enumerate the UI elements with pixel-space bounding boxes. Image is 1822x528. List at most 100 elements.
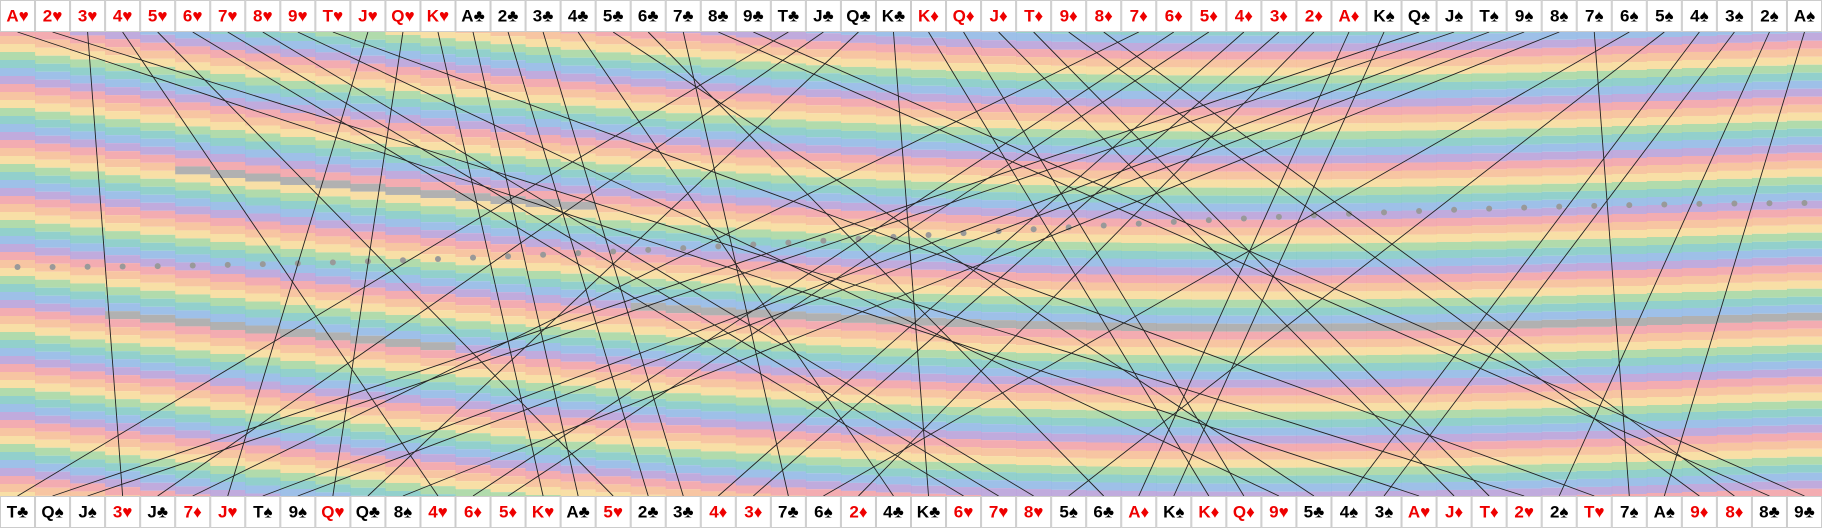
stripe [140, 306, 176, 315]
stripe [1366, 58, 1403, 67]
stripe [595, 196, 632, 205]
stripe [0, 260, 36, 268]
stripe [630, 318, 667, 327]
stripe [770, 271, 807, 280]
card [875, 0, 912, 32]
stripe [911, 485, 947, 494]
stripe [1051, 465, 1087, 474]
stripe [105, 159, 141, 168]
stripe [0, 244, 36, 252]
stripe [35, 431, 71, 440]
stripe [0, 100, 36, 108]
stripe [595, 44, 632, 53]
stripe [1086, 306, 1122, 315]
stripe [1436, 393, 1473, 402]
stripe [595, 220, 632, 229]
stripe [1436, 65, 1473, 74]
stripe [1191, 75, 1227, 84]
dot [855, 235, 862, 242]
stripe [1471, 393, 1508, 402]
stripe [210, 441, 246, 450]
stripe [1751, 97, 1788, 106]
stripe [875, 492, 912, 496]
stripe [1261, 403, 1297, 412]
stripe [665, 337, 702, 346]
stripe [35, 335, 71, 344]
stripe [560, 305, 597, 314]
stripe [420, 206, 456, 215]
card [1436, 0, 1472, 32]
stripe [105, 463, 141, 472]
stripe [981, 160, 1017, 169]
stripe [140, 466, 176, 475]
stripe [981, 104, 1017, 113]
stripe [1681, 67, 1718, 76]
card [1226, 0, 1262, 32]
stripe [1716, 66, 1753, 75]
card [1611, 496, 1647, 528]
stripe [1016, 73, 1052, 82]
stripe [1261, 267, 1297, 276]
stripe [595, 268, 632, 277]
stripe [1331, 83, 1367, 92]
stripe [385, 410, 421, 419]
stripe [1261, 411, 1297, 420]
stripe [105, 327, 141, 336]
stripe [1716, 74, 1753, 83]
stripe [1716, 114, 1753, 123]
stripe [560, 49, 597, 58]
stripe [1681, 355, 1718, 364]
stripe [875, 132, 912, 141]
stripe [525, 390, 562, 399]
stripe [560, 57, 597, 66]
stripe [70, 387, 106, 396]
stripe [35, 95, 71, 104]
stripe [385, 474, 421, 483]
stripe [1051, 185, 1087, 194]
stripe [665, 97, 702, 106]
stripe [245, 381, 281, 390]
stripe [70, 59, 106, 68]
stripe [1051, 161, 1087, 170]
stripe [490, 324, 527, 333]
stripe [981, 344, 1017, 353]
stripe [700, 411, 737, 420]
stripe [1366, 50, 1403, 59]
stripe [175, 382, 211, 391]
stripe [981, 216, 1017, 225]
stripe [105, 95, 141, 104]
stripe [525, 86, 562, 95]
stripe [70, 195, 106, 204]
stripe [525, 302, 562, 311]
stripe [350, 199, 386, 208]
stripe [280, 208, 316, 217]
stripe [665, 449, 702, 458]
stripe [1646, 197, 1683, 206]
card [1121, 0, 1157, 32]
stripe [280, 464, 316, 473]
stripe [350, 55, 386, 64]
stripe [1086, 474, 1122, 483]
stripe [1681, 211, 1718, 220]
stripe [1611, 189, 1648, 198]
stripe [1471, 257, 1508, 266]
stripe [1156, 307, 1192, 316]
stripe [1296, 219, 1332, 228]
stripe [1436, 289, 1473, 298]
stripe [420, 78, 456, 87]
stripe [175, 118, 211, 127]
stripe [1086, 466, 1122, 475]
stripe [735, 301, 772, 310]
stripe [1506, 232, 1543, 241]
stripe [70, 171, 106, 180]
stripe [105, 279, 141, 288]
stripe [1051, 137, 1087, 146]
stripe [1226, 35, 1262, 44]
stripe [1786, 136, 1822, 145]
link [227, 31, 369, 497]
stripe [1331, 163, 1367, 172]
card [1541, 0, 1577, 32]
stripe [1471, 49, 1508, 58]
stripe [560, 113, 597, 122]
